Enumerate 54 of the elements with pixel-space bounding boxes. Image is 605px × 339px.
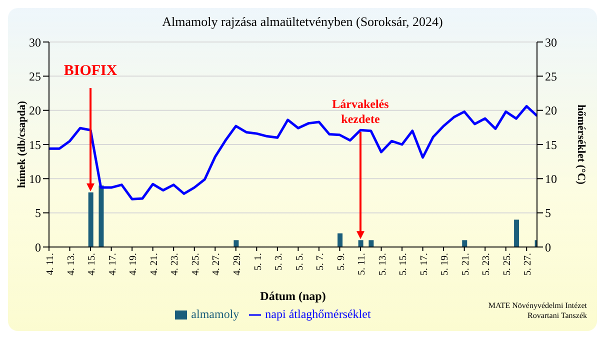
x-axis-title: Dátum (nap) [260, 289, 326, 303]
x-tick-label: 4. 17. [107, 253, 118, 276]
y-tick-label: 0 [35, 240, 41, 254]
y2-tick-label: 30 [545, 35, 557, 50]
y2-tick-label: 5 [545, 206, 551, 220]
y-tick-label: 30 [29, 35, 41, 50]
x-tick-label: 5. 17. [418, 253, 430, 276]
x-tick-label: 5. 7. [315, 253, 326, 270]
x-tick-label: 5. 25. [502, 253, 513, 276]
x-tick-label: 5. 21. [460, 253, 472, 276]
chart-title: Almamoly rajzása almaültetvényben (Soroksár, 2024) [161, 14, 444, 30]
x-tick-label: 5. 15. [398, 253, 410, 276]
x-tick-label: 5. 9. [336, 253, 347, 270]
x-tick-label: 4. 21. [148, 253, 160, 276]
x-tick-label: 5. 3. [274, 253, 285, 270]
bar [234, 240, 239, 247]
x-tick-label: 5. 27. [522, 253, 534, 276]
x-tick-label: 4. 29. [232, 253, 243, 276]
bar [462, 240, 468, 247]
y-tick-label: 5 [35, 206, 41, 220]
y2-tick-label: 10 [545, 172, 557, 186]
x-tick-label: 5. 11. [356, 253, 368, 276]
x-tick-label: 5. 23. [481, 253, 492, 276]
y2-tick-label: 15 [545, 138, 557, 152]
x-tick-label: 5. 5. [294, 253, 306, 270]
y2-tick-label: 20 [545, 104, 557, 118]
y2-axis-title: hőmérséklet (°C) [575, 104, 587, 185]
y-axis-title: hímek (db/csapda) [16, 100, 28, 188]
x-tick-label: 5. 1. [252, 253, 264, 270]
annotation: BIOFIX [62, 63, 118, 79]
x-tick-label: 5. 19. [440, 253, 451, 276]
y-tick-label: 10 [29, 172, 41, 186]
bar [98, 186, 104, 247]
x-tick-label: 4. 27. [211, 253, 222, 276]
legend-label: napi átlaghőmérséklet [265, 307, 371, 321]
annotation: Lárvakelés kezdete [331, 97, 390, 127]
x-tick-label: 4. 11. [45, 253, 56, 276]
text: Rovartani Tanszék [526, 311, 587, 321]
y-tick-label: 15 [29, 138, 41, 152]
x-tick-label: 4. 23. [170, 253, 181, 276]
y-tick-label: 25 [29, 69, 41, 84]
bar [368, 240, 374, 247]
x-tick-label: 4. 25. [190, 253, 202, 276]
x-tick-label: 5. 13. [377, 253, 388, 276]
x-tick-label: 4. 19. [128, 253, 140, 276]
bar [338, 233, 343, 247]
text: MATE Növényvédelmi Intézet [488, 301, 587, 311]
bar [514, 220, 520, 247]
legend-label: almamoly [191, 307, 240, 321]
x-tick-label: 4. 13. [66, 253, 77, 276]
x-tick-label: 4. 15. [86, 253, 98, 276]
y2-tick-label: 0 [545, 240, 551, 254]
y-tick-label: 20 [29, 104, 41, 118]
y2-tick-label: 25 [545, 69, 557, 84]
